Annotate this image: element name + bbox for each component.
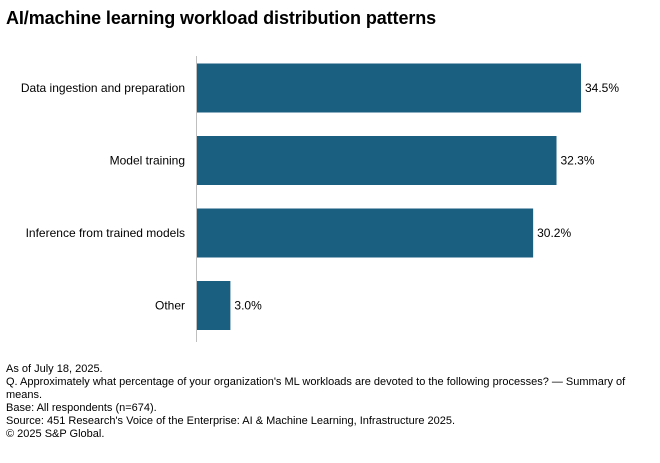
footnote-base: Base: All respondents (n=674). xyxy=(6,402,157,414)
category-label: Model training xyxy=(110,154,185,168)
footnote-copyright: © 2025 S&P Global. xyxy=(6,428,105,440)
bar xyxy=(197,63,581,113)
data-label: 30.2% xyxy=(537,226,571,240)
bar xyxy=(197,281,231,330)
category-label: Inference from trained models xyxy=(26,226,185,240)
chart-title: AI/machine learning workload distributio… xyxy=(6,8,437,28)
data-label: 32.3% xyxy=(561,154,595,168)
footnotes: As of July 18, 2025. Q. Approximately wh… xyxy=(6,363,656,441)
data-label: 3.0% xyxy=(234,299,262,313)
category-label: Other xyxy=(155,299,185,313)
bar xyxy=(197,208,534,258)
category-label: Data ingestion and preparation xyxy=(21,81,185,95)
footnote-question: Q. Approximately what percentage of your… xyxy=(6,376,626,401)
bar xyxy=(197,136,557,185)
footnote-date: As of July 18, 2025. xyxy=(6,363,103,375)
bar-chart: Data ingestion and preparation 34.5% Model… xyxy=(21,56,619,342)
data-label: 34.5% xyxy=(585,81,619,95)
footnote-source: Source: 451 Research's Voice of the Ente… xyxy=(6,415,456,427)
